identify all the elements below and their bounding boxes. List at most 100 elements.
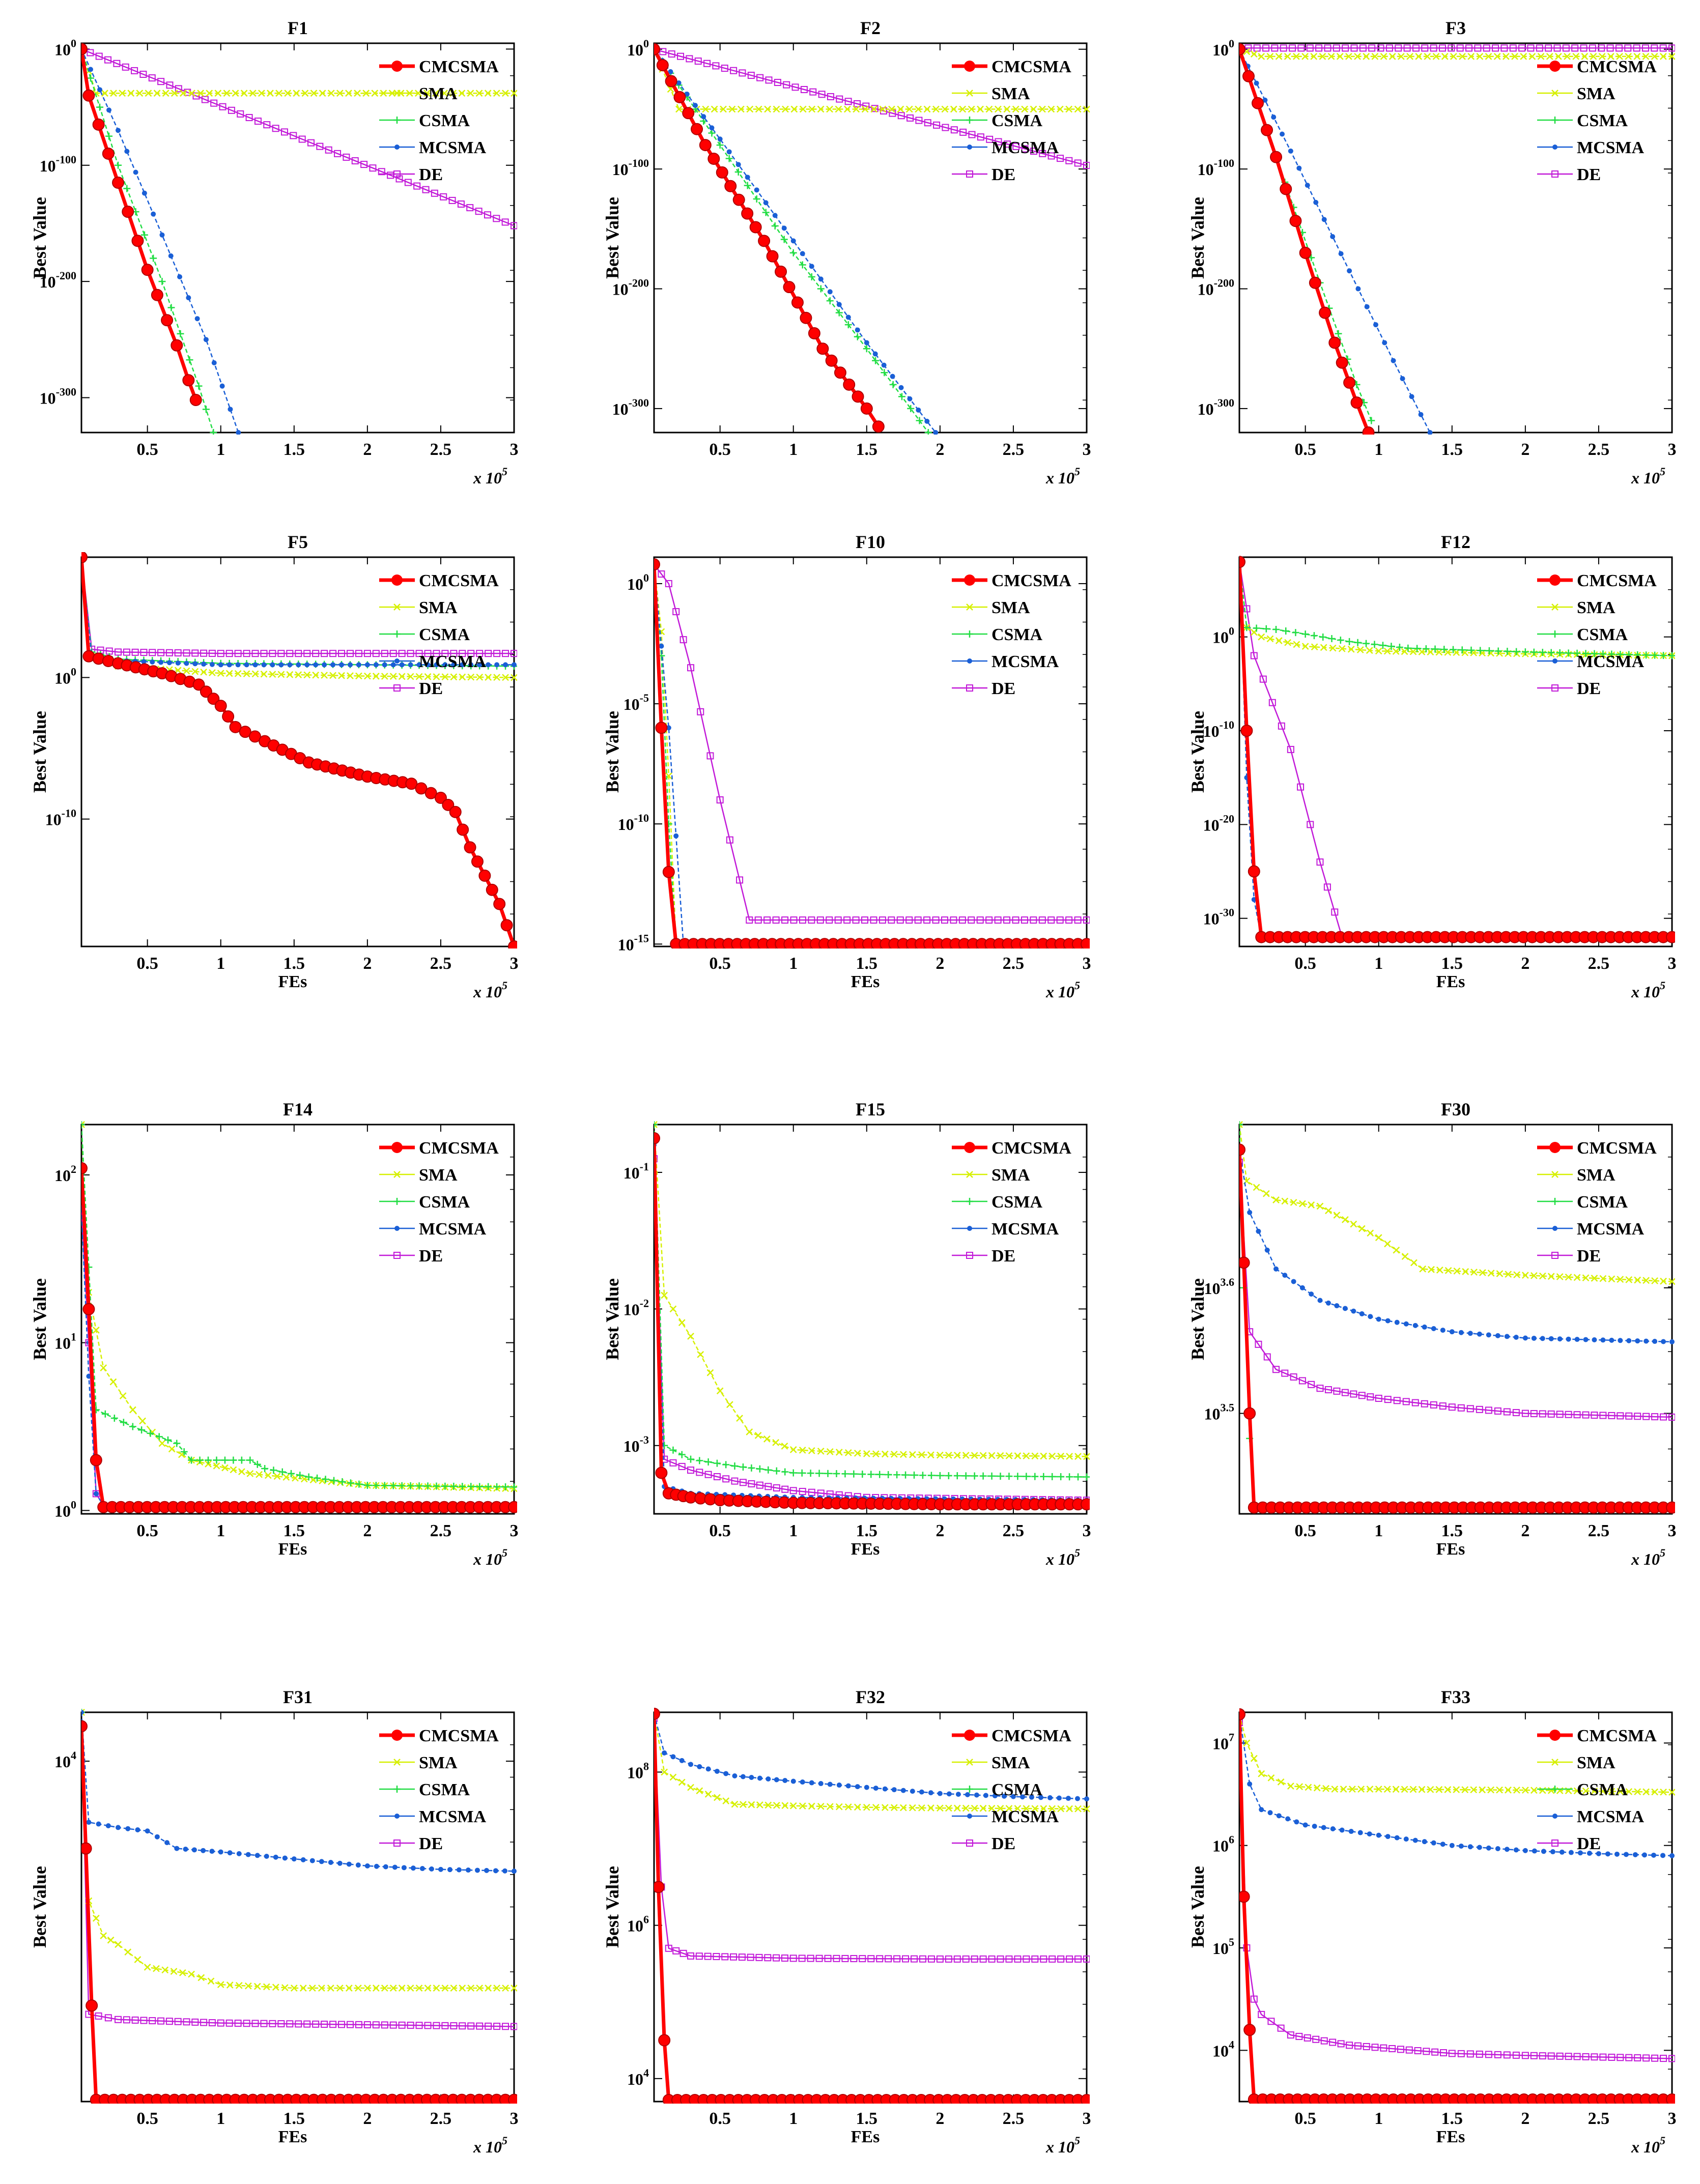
point-sma [398,673,406,680]
point-sma [1625,1788,1633,1795]
point-sma [240,90,248,97]
point-sma [171,90,178,97]
point-de [1503,2051,1511,2059]
y-tick-base: 10 [1212,41,1229,59]
point-mcsma [1409,394,1414,399]
y-tick-label: 104 [627,2066,649,2088]
legend-marker [393,1840,401,1847]
point-cmcsma [1243,1407,1256,1420]
point-sma [1003,105,1011,113]
y-tick-base: 10 [1212,628,1229,647]
point-mcsma [1403,1836,1409,1842]
y-tick-label: 10-200 [40,269,76,291]
point-mcsma [1548,1336,1554,1341]
point-de [1606,44,1614,52]
point-de [988,1955,996,1963]
point-sma [728,105,736,113]
point-mcsma [1313,199,1319,205]
point-de [923,916,931,924]
point-mcsma [1276,1813,1282,1819]
x-tick-label: 0.5 [709,2109,731,2128]
point-mcsma [252,662,258,668]
point-mcsma [1652,1339,1658,1344]
y-tick-label: 10-2 [624,1297,649,1318]
point-de [730,1953,738,1961]
point-csma [817,285,825,293]
point-sma [1651,53,1658,60]
point-mcsma [891,1787,897,1793]
point-csma [1513,648,1520,655]
point-mcsma [261,662,267,668]
point-cmcsma [86,1999,98,2012]
point-sma [1496,1270,1504,1277]
legend-marker [391,574,403,586]
point-de [92,1490,100,1498]
point-mcsma [1264,1247,1270,1253]
y-tick-exponent: 3.6 [1221,1276,1235,1288]
point-de [1333,44,1340,52]
legend-label-sma: SMA [991,598,1030,617]
point-cmcsma [131,235,144,247]
point-csma [889,381,897,388]
point-de [493,215,500,222]
point-sma [1554,53,1562,60]
x-tick-label: 1.5 [1441,954,1463,973]
point-de [277,650,285,657]
point-sma [502,1985,509,1992]
point-csma [1379,642,1386,649]
point-de [659,48,667,55]
point-sma [1333,1212,1341,1219]
point-mcsma [845,1783,851,1789]
point-sma [678,1778,686,1786]
point-sma [1012,105,1019,113]
point-mcsma [709,125,715,131]
point-sma [711,105,718,113]
point-de [1403,44,1411,52]
point-sma [467,673,475,681]
point-csma [725,155,733,162]
point-sma [1617,1276,1624,1283]
legend-label-mcsma: MCSMA [419,1807,487,1826]
x-exponent-base: x 10 [1631,469,1660,487]
point-mcsma [1312,1823,1317,1829]
point-de [1014,1955,1022,1963]
point-sma [293,90,300,97]
point-csma [1591,650,1598,657]
point-sma [1444,1786,1452,1793]
point-csma [1582,650,1590,657]
point-mcsma [1400,376,1405,382]
point-sma [299,1985,307,1992]
point-de [1312,2035,1320,2043]
point-mcsma [679,1758,685,1763]
point-mcsma [383,1864,388,1870]
point-csma [907,405,915,412]
point-sma [988,1452,996,1459]
point-csma [1354,639,1362,646]
point-de [440,193,447,200]
point-cmcsma [229,721,242,733]
x-axis-label: FEs [1436,1540,1465,1559]
point-cmcsma [808,327,820,339]
point-sma [764,105,772,113]
legend-marker [967,1814,972,1819]
point-de [971,1955,978,1963]
point-de [346,2021,354,2028]
point-csma [1243,624,1251,631]
point-cmcsma [102,147,115,160]
point-sma [1582,1274,1590,1282]
point-de [1439,1402,1447,1410]
point-de [1598,44,1605,52]
y-axis-label: Best Value [602,1866,622,1948]
point-de [450,650,458,657]
point-de [1281,1369,1289,1377]
point-de [1295,2033,1303,2041]
point-sma [985,105,993,113]
point-de [131,2016,139,2024]
point-mcsma [124,149,130,154]
point-de [1642,1413,1650,1420]
point-sma [1074,105,1082,113]
point-de [703,60,711,67]
